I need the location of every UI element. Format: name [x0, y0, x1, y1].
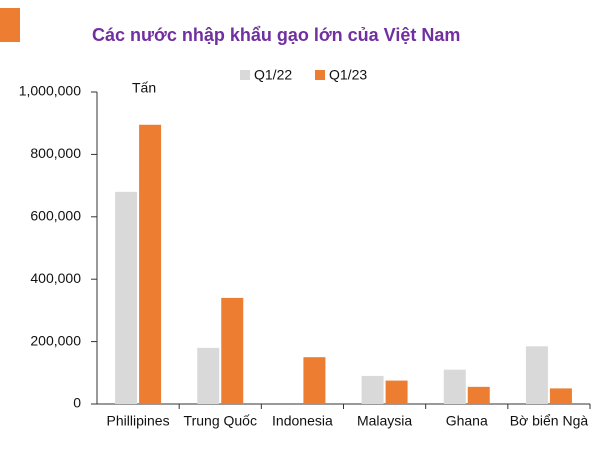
bar [549, 388, 572, 404]
y-tick-label: 800,000 [30, 145, 81, 161]
y-tick-label: 600,000 [30, 208, 81, 224]
bar [385, 380, 408, 404]
bar [139, 124, 162, 404]
bar [443, 369, 466, 404]
bar [115, 191, 138, 404]
y-tick-label: 200,000 [30, 332, 81, 348]
x-tick-label: Bờ biển Ngà [510, 413, 589, 429]
y-tick-label: 1,000,000 [19, 83, 81, 99]
x-tick-label: Indonesia [272, 413, 333, 429]
y-tick-label: 400,000 [30, 270, 81, 286]
title-marker [0, 8, 20, 42]
legend-label: Q1/22 [254, 67, 292, 83]
legend-label: Q1/23 [329, 67, 367, 83]
bar [525, 346, 548, 404]
bar [361, 375, 384, 404]
y-axis-label: Tấn [132, 80, 156, 96]
chart-title: Các nước nhập khẩu gạo lớn của Việt Nam [92, 25, 460, 45]
y-tick-label: 0 [73, 395, 81, 411]
bar [303, 357, 326, 404]
bar [467, 386, 490, 404]
bar [197, 347, 220, 404]
x-tick-label: Trung Quốc [184, 413, 257, 429]
legend-swatch [315, 70, 325, 80]
legend-swatch [240, 70, 250, 80]
bar [221, 297, 244, 404]
x-tick-label: Phillipines [107, 413, 170, 429]
x-tick-label: Malaysia [357, 413, 412, 429]
x-tick-label: Ghana [446, 413, 488, 429]
